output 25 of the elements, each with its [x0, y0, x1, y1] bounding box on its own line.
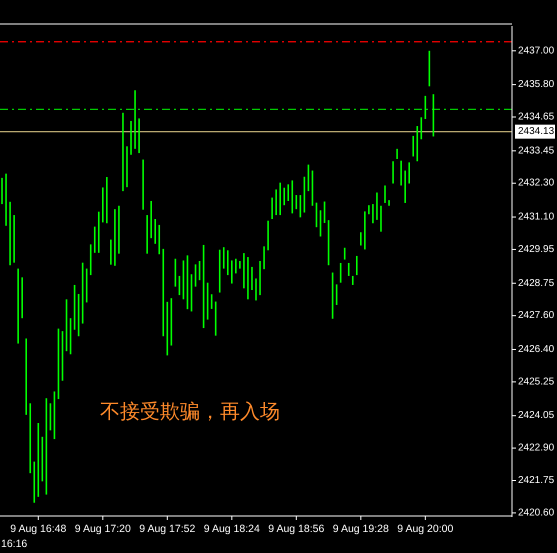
x-tick-label: 9 Aug 17:52 [139, 523, 196, 535]
y-tick-label: 2431.10 [518, 212, 555, 223]
x-tick-label: 9 Aug 17:20 [74, 523, 131, 535]
y-tick-label: 2428.75 [518, 278, 555, 289]
y-tick-label: 2437.00 [518, 45, 555, 56]
y-tick-label: 2427.60 [518, 310, 555, 322]
x-tick-label: 9 Aug 16:48 [10, 523, 66, 535]
y-tick-label: 2426.40 [518, 344, 555, 355]
y-tick-label: 2432.30 [518, 178, 555, 189]
y-tick-label: 2435.80 [518, 79, 555, 90]
y-tick-label: 2433.45 [518, 145, 555, 156]
x-tick-label: 9 Aug 20:00 [397, 523, 454, 535]
x-tick-label: 9 Aug 18:56 [268, 523, 324, 535]
x-tick-label: 9 Aug 19:28 [332, 523, 389, 535]
y-tick-label: 2429.95 [518, 244, 555, 255]
y-tick-label: 2420.60 [518, 507, 555, 518]
y-tick-label: 2422.90 [518, 442, 555, 454]
annotation: 不接受欺骗，再入场 [100, 399, 280, 423]
y-tick-label: 2434.65 [518, 112, 555, 123]
y-tick-label: 2424.05 [518, 410, 555, 422]
y-tick-label: 2425.25 [518, 376, 555, 388]
text: 16:16 [1, 538, 28, 550]
ref-line-label: 2434.13 [518, 126, 555, 138]
x-tick-label: 9 Aug 18:24 [204, 523, 260, 535]
y-tick-label: 2421.75 [518, 474, 555, 486]
